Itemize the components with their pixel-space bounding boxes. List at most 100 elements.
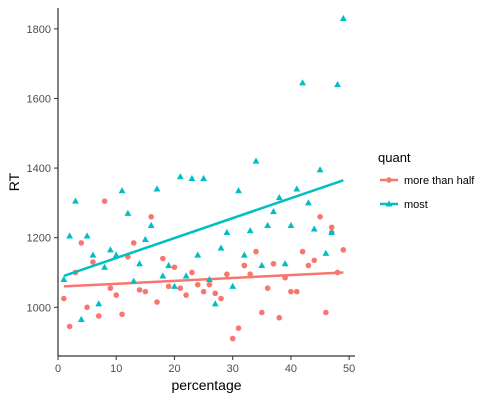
data-point-most: [275, 194, 283, 201]
data-point-most: [310, 225, 318, 232]
y-tick-label: 1000: [27, 302, 51, 314]
data-point-more-than-half: [177, 285, 184, 291]
data-point-more-than-half: [84, 304, 90, 311]
legend-item-more-than-half: more than half: [380, 175, 475, 187]
data-point-more-than-half: [229, 335, 236, 342]
data-point-most: [141, 235, 149, 242]
data-point-most: [287, 221, 295, 229]
data-point-most: [101, 263, 109, 270]
x-tick-label: 10: [110, 363, 122, 375]
data-point-most: [322, 249, 330, 256]
series-most: [60, 14, 347, 322]
plot-area: [60, 14, 347, 342]
y-tick-label: 1400: [27, 163, 51, 175]
legend-items: more than half most: [380, 175, 475, 211]
data-point-more-than-half: [270, 260, 277, 267]
data-point-more-than-half: [305, 262, 312, 269]
data-point-more-than-half: [119, 311, 125, 318]
data-point-more-than-half: [171, 264, 178, 271]
data-point-more-than-half: [224, 271, 230, 278]
data-point-more-than-half: [66, 323, 73, 330]
data-point-more-than-half: [160, 255, 166, 262]
data-point-most: [95, 300, 103, 307]
data-point-most: [159, 272, 167, 279]
data-point-most: [200, 174, 208, 182]
x-tick-label: 40: [285, 363, 297, 375]
data-point-most: [171, 282, 178, 289]
data-point-most: [72, 197, 79, 204]
data-point-more-than-half: [293, 288, 300, 295]
y-axis-ticks: 1000 1200 1400 1600 1800: [27, 24, 58, 314]
data-point-more-than-half: [61, 295, 67, 302]
data-point-most: [281, 260, 289, 267]
data-point-most: [316, 166, 324, 173]
y-axis-title: RT: [6, 172, 22, 191]
data-point-most: [136, 260, 143, 267]
data-point-more-than-half: [113, 292, 120, 298]
data-point-most: [124, 209, 132, 216]
data-point-more-than-half: [212, 290, 219, 297]
data-point-more-than-half: [90, 259, 96, 265]
data-point-more-than-half: [148, 214, 154, 220]
legend-item-most: most: [380, 199, 428, 211]
data-point-more-than-half: [247, 271, 253, 278]
y-tick-label: 1800: [27, 24, 51, 36]
data-point-most: [112, 251, 120, 258]
data-point-most: [83, 232, 91, 239]
data-point-more-than-half: [253, 248, 259, 255]
data-point-most: [299, 79, 307, 86]
data-point-more-than-half: [218, 295, 224, 302]
legend-label: more than half: [404, 175, 475, 187]
data-point-most: [147, 221, 155, 229]
x-tick-label: 0: [55, 363, 61, 375]
data-point-more-than-half: [130, 240, 137, 246]
data-point-most: [339, 14, 347, 21]
x-axis-ticks: 0 10 20 30 40 50: [55, 356, 355, 375]
data-point-most: [246, 227, 254, 234]
data-point-more-than-half: [183, 292, 189, 298]
data-point-more-than-half: [323, 309, 329, 316]
data-point-most: [176, 173, 184, 180]
data-point-more-than-half: [165, 283, 172, 290]
data-point-most: [194, 251, 202, 258]
x-tick-label: 50: [343, 363, 355, 375]
data-point-more-than-half: [189, 269, 195, 276]
axes: [57, 8, 355, 357]
data-point-most: [334, 80, 341, 88]
data-point-most: [252, 157, 260, 164]
legend-label: most: [404, 199, 428, 211]
x-tick-label: 30: [227, 363, 239, 375]
data-point-more-than-half: [200, 288, 207, 295]
data-point-more-than-half: [276, 314, 283, 321]
data-point-more-than-half: [101, 198, 108, 204]
trend-line-most: [63, 179, 344, 278]
data-point-most: [223, 228, 231, 235]
data-point-most: [205, 275, 213, 282]
data-point-most: [264, 221, 272, 229]
data-point-most: [89, 251, 97, 258]
data-point-more-than-half: [78, 240, 85, 246]
data-point-more-than-half: [317, 214, 323, 220]
data-point-most: [182, 272, 190, 279]
data-point-most: [66, 232, 74, 239]
data-point-most: [229, 282, 237, 289]
data-point-most: [258, 261, 266, 269]
data-point-most: [130, 277, 138, 284]
data-point-more-than-half: [142, 288, 149, 295]
legend-title: quant: [378, 150, 411, 165]
data-point-most: [106, 246, 114, 253]
data-point-most: [188, 174, 196, 182]
series-more-than-half: [61, 198, 347, 342]
data-point-more-than-half: [107, 285, 114, 291]
y-tick-label: 1200: [27, 233, 51, 245]
data-point-more-than-half: [154, 299, 160, 305]
x-axis-title: percentage: [171, 377, 241, 393]
data-point-more-than-half: [194, 281, 201, 288]
data-point-most: [217, 244, 225, 251]
data-point-most: [270, 207, 277, 215]
data-point-more-than-half: [311, 257, 318, 264]
data-point-more-than-half: [206, 281, 213, 288]
y-tick-label: 1600: [27, 93, 51, 105]
data-point-more-than-half: [299, 248, 306, 255]
